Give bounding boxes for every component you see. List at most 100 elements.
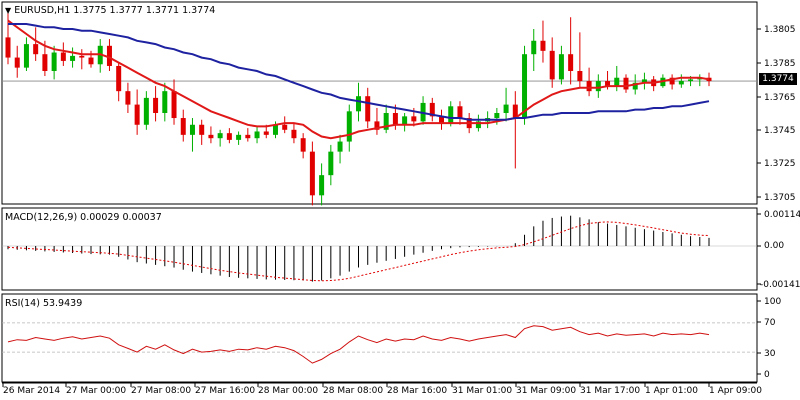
candle	[116, 62, 122, 102]
time-tick: 31 Mar 17:00	[580, 386, 641, 396]
time-tick: 27 Mar 08:00	[131, 386, 192, 396]
candle-body	[263, 131, 269, 135]
candle-body	[236, 134, 242, 140]
chart-header: ▼ EURUSD,H1 1.3775 1.3777 1.3771 1.3774	[5, 5, 215, 16]
candle	[70, 47, 76, 68]
candle-body	[116, 65, 122, 92]
candle	[678, 74, 684, 88]
candle	[143, 91, 149, 130]
time-tick: 1 Apr 09:00	[709, 386, 762, 396]
candle	[337, 134, 343, 164]
candle	[439, 109, 445, 130]
macd-signal-line	[7, 221, 710, 282]
candle	[300, 133, 306, 159]
rsi-tick: 70	[764, 318, 776, 328]
candle	[180, 109, 186, 142]
candle-body	[180, 118, 186, 135]
candle-body	[411, 116, 417, 122]
rsi-tick: 0	[764, 370, 770, 380]
candle	[346, 104, 352, 152]
candle-body	[558, 54, 564, 80]
candle-body	[605, 81, 611, 87]
candle-body	[641, 79, 647, 83]
candle-body	[669, 77, 675, 85]
candle	[51, 45, 57, 80]
candle-body	[60, 52, 66, 61]
candle-body	[439, 116, 445, 124]
candle-body	[125, 91, 131, 105]
candle-body	[42, 54, 48, 71]
candle-body	[23, 44, 29, 68]
candle	[162, 82, 168, 122]
candle-body	[586, 81, 592, 92]
candle-body	[632, 82, 638, 90]
rsi-tick: 100	[764, 297, 782, 307]
time-tick: 27 Mar 16:00	[195, 386, 256, 396]
candle-body	[171, 91, 177, 119]
candle-body	[153, 97, 159, 113]
candle	[309, 141, 315, 206]
candle	[641, 72, 647, 90]
candle-body	[217, 133, 223, 139]
candle-body	[309, 151, 315, 196]
candle-body	[328, 151, 334, 176]
candle-body	[392, 113, 398, 125]
candle	[402, 113, 408, 132]
rsi-panel[interactable]	[2, 322, 757, 364]
candle	[208, 126, 214, 144]
rsi-header: RSI(14) 53.9439	[5, 298, 83, 309]
triangle-down-icon[interactable]: ▼	[5, 6, 12, 15]
candle-body	[503, 104, 509, 113]
candle	[153, 86, 159, 122]
candle	[134, 89, 140, 135]
macd-panel[interactable]	[2, 215, 757, 282]
candle	[5, 12, 11, 65]
price-tick: 1.3765	[764, 93, 796, 103]
candle-body	[494, 113, 500, 119]
candle	[254, 126, 260, 144]
candle	[328, 144, 334, 186]
candle-body	[208, 134, 214, 139]
candle-body	[337, 141, 343, 152]
candle	[171, 79, 177, 125]
macd-tick: -0.00141	[760, 280, 800, 290]
candle	[531, 29, 537, 71]
candle-body	[577, 71, 583, 82]
price-tick: 1.3745	[764, 126, 796, 136]
candle-body	[540, 40, 546, 51]
candle	[383, 104, 389, 134]
price-tick: 1.3705	[764, 193, 796, 203]
candle	[586, 67, 592, 97]
candle-body	[614, 77, 620, 87]
candle-body	[134, 104, 140, 125]
candle	[669, 74, 675, 90]
candle	[623, 74, 629, 93]
candle-body	[595, 81, 601, 92]
candle-body	[282, 124, 288, 130]
price-tick: 1.3785	[764, 59, 796, 69]
candle-body	[374, 121, 380, 130]
candle-body	[448, 106, 454, 124]
symbol-label: EURUSD,H1	[14, 5, 71, 16]
candle	[79, 49, 85, 70]
fast-ma-line	[7, 19, 710, 140]
candle	[23, 37, 29, 71]
candle	[236, 131, 242, 145]
candle	[697, 74, 703, 87]
panel-frames	[1, 1, 761, 387]
candle	[125, 82, 131, 113]
candle-body	[291, 129, 297, 139]
candle	[291, 123, 297, 144]
price-panel[interactable]	[2, 12, 757, 206]
candle-body	[475, 121, 481, 129]
macd-header: MACD(12,26,9) 0.00029 0.00037	[5, 212, 162, 223]
time-tick: 31 Mar 09:00	[516, 386, 577, 396]
candle	[512, 91, 518, 169]
candle	[217, 129, 223, 147]
time-tick: 28 Mar 08:00	[323, 386, 384, 396]
candle	[457, 101, 463, 125]
candle	[429, 97, 435, 122]
candle-body	[383, 113, 389, 130]
candle-body	[226, 133, 232, 140]
